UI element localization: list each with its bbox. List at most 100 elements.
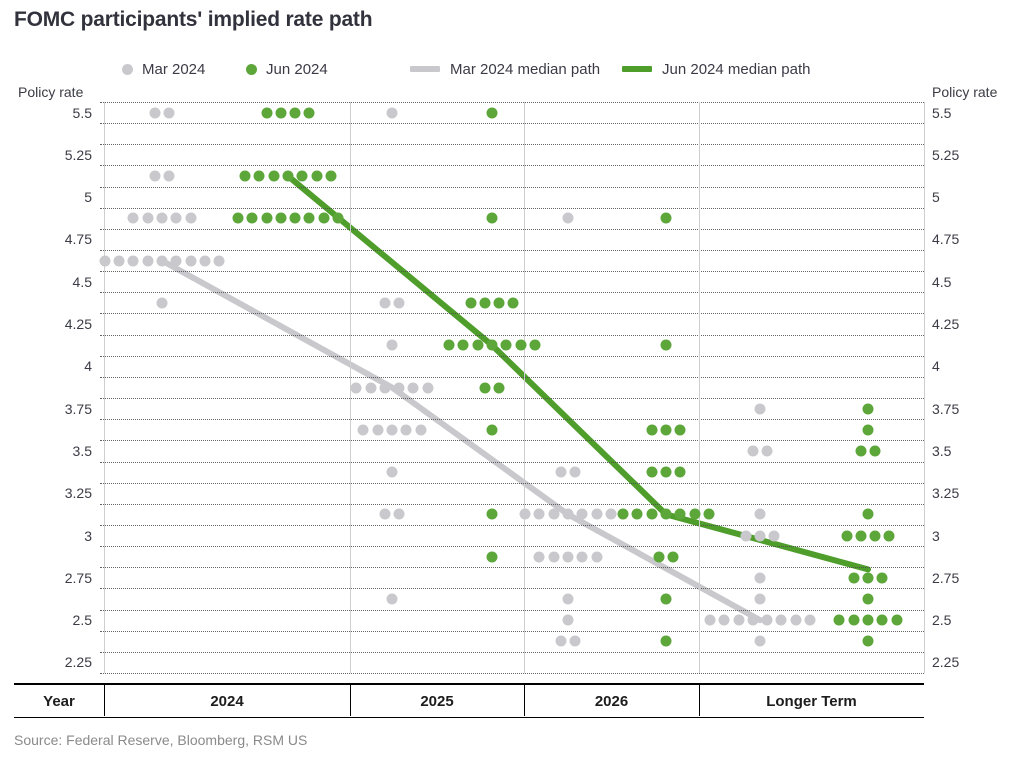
dot-mar-2024	[127, 212, 139, 224]
gridline	[100, 609, 924, 611]
dot-mar-2024	[591, 508, 603, 520]
dot-jun-2024	[646, 508, 658, 520]
dot-jun-2024	[332, 212, 344, 224]
dot-jun-2024	[507, 297, 519, 309]
dot-mar-2024	[790, 614, 802, 626]
dot-jun-2024	[246, 212, 258, 224]
x-axis-cell-2026: 2026	[594, 693, 629, 710]
y-axis-tick-label-right: 4.25	[932, 316, 960, 333]
gridline	[100, 102, 924, 103]
dot-jun-2024	[261, 107, 273, 119]
gridline	[100, 630, 924, 632]
gridline	[100, 355, 924, 357]
dot-mar-2024	[733, 614, 745, 626]
dot-jun-2024	[653, 551, 665, 563]
dot-jun-2024	[862, 572, 874, 584]
y-axis-tick-label-left: 3.5	[72, 442, 92, 459]
gridline	[100, 398, 924, 400]
dot-mar-2024	[562, 614, 574, 626]
gridline	[100, 292, 924, 294]
gridline	[100, 419, 924, 421]
y-axis-tick-label-left: 3.75	[64, 400, 92, 417]
y-axis-tick-label-right: 4.5	[932, 273, 952, 290]
dot-jun-2024	[848, 572, 860, 584]
dot-jun-2024	[848, 614, 860, 626]
dot-jun-2024	[325, 170, 337, 182]
dot-mar-2024	[761, 614, 773, 626]
legend-item-mar-2024[interactable]: Mar 2024	[122, 57, 205, 81]
x-axis-top-rule	[14, 683, 924, 685]
chart-title: FOMC participants' implied rate path	[14, 8, 373, 31]
dot-jun-2024	[833, 614, 845, 626]
gridline	[100, 250, 924, 252]
dot-jun-2024	[891, 614, 903, 626]
dot-mar-2024	[365, 382, 377, 393]
dot-jun-2024	[479, 297, 491, 309]
dot-mar-2024	[99, 255, 111, 267]
dot-mar-2024	[562, 212, 574, 224]
y-axis-tick-label-right: 4.75	[932, 231, 960, 248]
x-axis-cell-year: Year	[43, 693, 75, 710]
dot-jun-2024	[529, 339, 541, 351]
y-axis-tick-label-left: 3	[84, 527, 92, 544]
dot-mar-2024	[718, 614, 730, 626]
gridline	[100, 228, 924, 230]
dot-jun-2024	[486, 212, 498, 224]
gridline	[100, 461, 924, 463]
legend-item-mar-2024-median-path[interactable]: Mar 2024 median path	[410, 57, 600, 81]
dot-jun-2024	[660, 593, 672, 605]
legend-line-icon	[622, 66, 652, 72]
dot-jun-2024	[862, 424, 874, 436]
dot-mar-2024	[754, 403, 766, 415]
dot-jun-2024	[486, 551, 498, 563]
y-axis-tick-label-right: 5.5	[932, 104, 952, 121]
dot-jun-2024	[268, 170, 280, 182]
dot-mar-2024	[379, 297, 391, 309]
y-axis-tick-label-right: 3.25	[932, 485, 960, 502]
dot-mar-2024	[149, 170, 161, 182]
gridline	[100, 440, 924, 442]
y-axis-tick-label-right: 2.5	[932, 612, 952, 629]
gridline	[100, 503, 924, 505]
legend-label: Jun 2024 median path	[662, 60, 811, 78]
category-separator	[699, 102, 700, 673]
dot-jun-2024	[862, 508, 874, 520]
dot-jun-2024	[617, 508, 629, 520]
dot-mar-2024	[415, 424, 427, 436]
dot-mar-2024	[569, 466, 581, 478]
dot-mar-2024	[350, 382, 362, 393]
dot-jun-2024	[253, 170, 265, 182]
category-separator	[524, 102, 525, 673]
y-axis-tick-label-left: 2.5	[72, 612, 92, 629]
dot-jun-2024	[303, 212, 315, 224]
legend-label: Jun 2024	[266, 60, 328, 78]
dot-mar-2024	[199, 255, 211, 267]
gridline	[100, 271, 924, 273]
dot-jun-2024	[674, 508, 686, 520]
dot-mar-2024	[754, 508, 766, 520]
legend-item-jun-2024[interactable]: Jun 2024	[246, 57, 328, 81]
y-axis-tick-label-left: 4.25	[64, 316, 92, 333]
dot-jun-2024	[660, 635, 672, 647]
category-separator	[104, 102, 105, 673]
x-axis-cell-2025: 2025	[420, 693, 454, 710]
dot-jun-2024	[869, 530, 881, 542]
dot-mar-2024	[185, 212, 197, 224]
gridline	[100, 376, 924, 378]
gridline	[100, 313, 924, 315]
dot-jun-2024	[486, 508, 498, 520]
gridline	[100, 334, 924, 336]
dot-mar-2024	[548, 508, 560, 520]
dot-mar-2024	[576, 551, 588, 563]
gridline	[100, 165, 924, 167]
dot-mar-2024	[163, 107, 175, 119]
dot-mar-2024	[761, 445, 773, 457]
gridline	[100, 524, 924, 526]
y-axis-tick-label-right: 2.25	[932, 654, 960, 671]
dot-mar-2024	[393, 297, 405, 309]
dot-mar-2024	[170, 212, 182, 224]
dot-jun-2024	[883, 530, 895, 542]
dot-jun-2024	[674, 466, 686, 478]
legend-item-jun-2024-median-path[interactable]: Jun 2024 median path	[622, 57, 810, 81]
plot-area	[99, 102, 925, 674]
